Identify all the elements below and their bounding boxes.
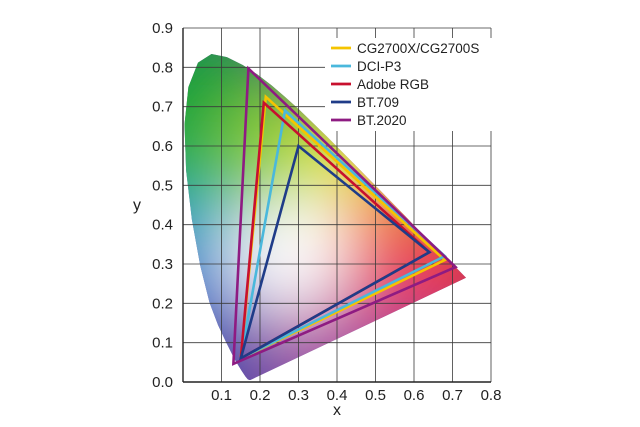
x-tick-label: 0.6 <box>404 387 425 404</box>
y-tick-label: 0.7 <box>152 99 173 116</box>
y-axis-label: y <box>133 197 141 214</box>
legend-box <box>325 38 497 131</box>
y-tick-label: 0.5 <box>152 177 173 194</box>
legend: CG2700X/CG2700S DCI-P3 Adobe RGB BT.709 BT.2… <box>325 38 497 131</box>
x-tick-label: 0.1 <box>211 387 232 404</box>
gamut-triangle-bt-2020 <box>231 65 458 366</box>
y-tick-label: 0.2 <box>152 295 173 312</box>
y-tick-label: 0.9 <box>152 20 173 37</box>
legend-label: Adobe RGB <box>357 77 429 92</box>
axes <box>182 28 491 383</box>
x-tick-label: 0.2 <box>250 387 271 404</box>
x-tick-label: 0.5 <box>365 387 386 404</box>
x-tick-label: 0.4 <box>327 387 348 404</box>
gamut-triangles <box>231 65 458 366</box>
x-tick-label: 0.8 <box>481 387 502 404</box>
legend-label: BT.2020 <box>357 113 407 128</box>
gamut-triangle-bt-709 <box>238 143 432 362</box>
legend-label: DCI-P3 <box>357 59 401 74</box>
legend-label: BT.709 <box>357 95 399 110</box>
y-tick-label: 0.6 <box>152 138 173 155</box>
y-tick-label: 0.0 <box>152 374 173 391</box>
y-tick-label: 0.3 <box>152 256 173 273</box>
tick-labels: 0.1 0.2 0.3 0.4 0.5 0.6 0.7 0.8 0.0 0.1 0.2 0.3 0.4 0… <box>152 20 501 404</box>
y-tick-label: 0.1 <box>152 335 173 352</box>
y-tick-label: 0.8 <box>152 59 173 76</box>
x-tick-label: 0.7 <box>442 387 463 404</box>
legend-label: CG2700X/CG2700S <box>357 41 479 56</box>
x-tick-label: 0.3 <box>288 387 309 404</box>
y-tick-label: 0.4 <box>152 217 173 234</box>
gamut-triangle-dci-p3 <box>239 108 448 361</box>
x-axis-label: x <box>333 402 341 419</box>
